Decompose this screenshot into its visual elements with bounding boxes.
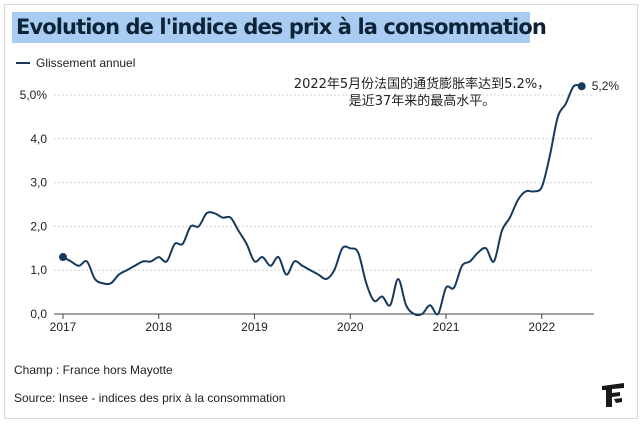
- annotation-line-1: 2022年5月份法国的通货膨胀率达到5.2%，: [294, 76, 550, 92]
- legend-label: Glissement annuel: [36, 56, 136, 70]
- title-band: [12, 12, 530, 43]
- last-point-marker: [577, 82, 586, 91]
- start-point-marker: [59, 253, 67, 262]
- chart-title: Evolution de l'indice des prix à la cons…: [16, 15, 547, 39]
- x-tick-label: 2022: [528, 320, 555, 334]
- y-tick-label: 0,0: [30, 307, 47, 321]
- y-tick-label: 2,0: [30, 219, 47, 233]
- legend: Glissement annuel: [16, 56, 135, 70]
- y-tick-label: 1,0: [30, 263, 47, 277]
- y-tick-label: 3,0: [30, 176, 47, 190]
- x-tick-label: 2018: [145, 320, 172, 334]
- chart-frame: [4, 4, 638, 419]
- annotation-line-2: 是近37年来的最高水平。: [349, 93, 496, 109]
- scope-note: Champ : France hors Mayotte: [14, 363, 173, 377]
- x-tick-label: 2019: [241, 320, 268, 334]
- x-tick-label: 2021: [433, 320, 460, 334]
- y-tick-label: 4,0: [30, 132, 47, 146]
- y-tick-label: 5,0%: [20, 88, 48, 102]
- series-line-glissement-annuel: [62, 83, 582, 317]
- x-tick-label: 2020: [337, 320, 364, 334]
- last-point-label: 5,2%: [592, 79, 620, 93]
- legend-line-swatch: [16, 62, 30, 64]
- x-tick-label: 2017: [50, 320, 77, 334]
- le-figaro-logo-icon: [602, 383, 624, 407]
- source-note: Source: Insee - indices des prix à la co…: [14, 391, 286, 405]
